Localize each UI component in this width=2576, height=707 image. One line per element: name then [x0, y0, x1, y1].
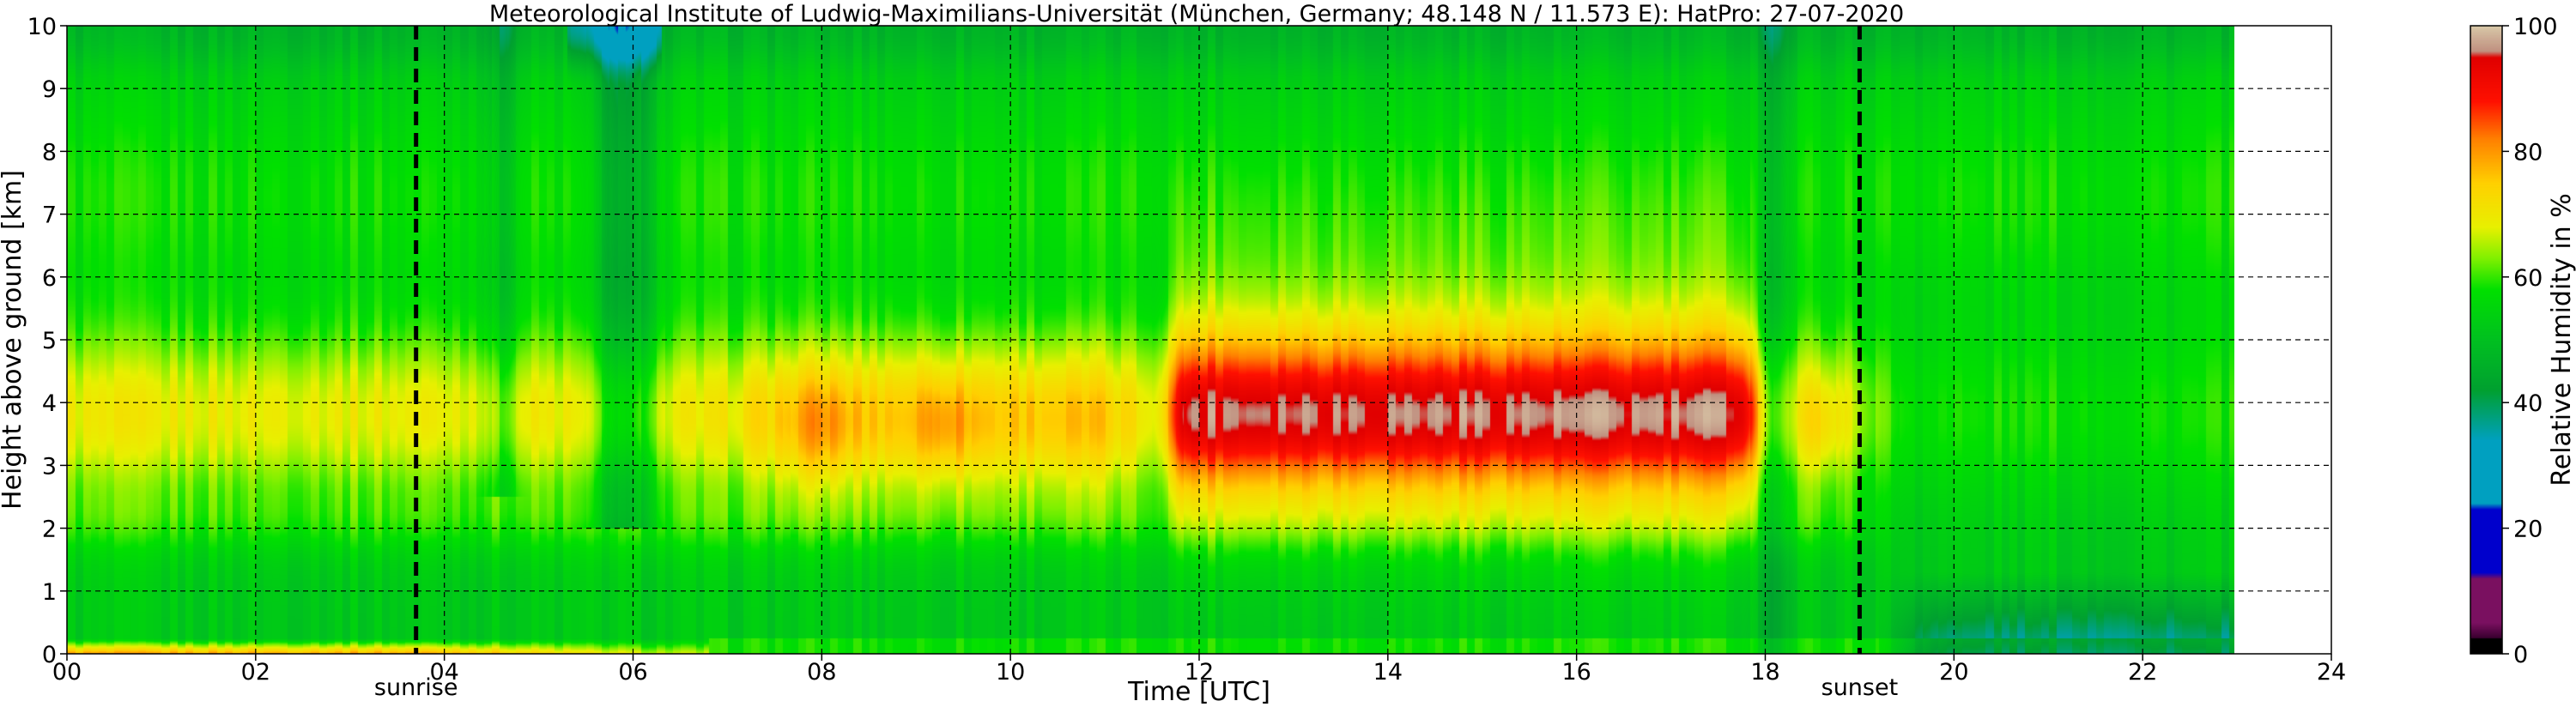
colorbar-canvas — [2470, 26, 2502, 654]
x-tick-label: 10 — [996, 659, 1025, 686]
y-tick-label: 1 — [42, 579, 57, 606]
colorbar: 0 20 40 60 80 100 Relative Humidity in % — [2470, 14, 2576, 668]
y-tick-label: 2 — [42, 517, 57, 543]
sunrise-label: sunrise — [374, 674, 458, 701]
y-tick-label: 5 — [42, 328, 57, 354]
x-tick-label: 14 — [1373, 659, 1403, 686]
y-tick-label: 8 — [42, 139, 57, 166]
y-tick-label: 7 — [42, 202, 57, 229]
colorbar-ticks: 0 20 40 60 80 100 — [2502, 14, 2558, 668]
y-tick-label: 9 — [42, 76, 57, 103]
x-tick-label: 02 — [241, 659, 270, 686]
x-tick-label: 18 — [1750, 659, 1779, 686]
colorbar-tick-label: 40 — [2513, 390, 2543, 417]
y-tick-label: 0 — [42, 642, 57, 668]
colorbar-area — [2470, 26, 2502, 654]
colorbar-tick-label: 60 — [2513, 265, 2543, 292]
y-axis-label: Height above ground [km] — [0, 170, 27, 510]
sun-markers: sunrise sunset — [374, 26, 1898, 701]
y-tick-label: 3 — [42, 453, 57, 480]
sunset-label: sunset — [1821, 674, 1899, 701]
colorbar-tick-label: 100 — [2513, 14, 2558, 40]
x-axis-ticks: 00 02 04 06 08 10 12 14 16 18 20 22 24 — [52, 654, 2346, 686]
y-tick-label: 10 — [27, 14, 57, 40]
x-tick-label: 24 — [2317, 659, 2346, 686]
x-tick-label: 16 — [1561, 659, 1591, 686]
chart-title: Meteorological Institute of Ludwig-Maxim… — [489, 1, 1904, 27]
x-tick-label: 08 — [807, 659, 836, 686]
x-tick-label: 04 — [429, 659, 458, 686]
x-tick-label: 00 — [52, 659, 82, 686]
x-tick-label: 12 — [1185, 659, 1214, 686]
x-tick-label: 20 — [1939, 659, 1968, 686]
x-tick-label: 06 — [618, 659, 647, 686]
y-axis-ticks: 0 1 2 3 4 5 6 7 8 9 10 — [27, 14, 67, 668]
x-tick-label: 22 — [2128, 659, 2157, 686]
colorbar-label: Relative Humidity in % — [2547, 193, 2576, 486]
grid-lines — [67, 26, 2331, 654]
colorbar-tick-label: 0 — [2513, 642, 2528, 668]
y-tick-label: 6 — [42, 265, 57, 292]
colorbar-tick-label: 80 — [2513, 139, 2543, 166]
colorbar-frame — [2470, 25, 2503, 655]
y-tick-label: 4 — [42, 390, 57, 417]
x-axis-label: Time [UTC] — [1127, 677, 1270, 707]
colorbar-tick-label: 20 — [2513, 517, 2543, 543]
plot-area: sunrise sunset — [66, 25, 2332, 701]
